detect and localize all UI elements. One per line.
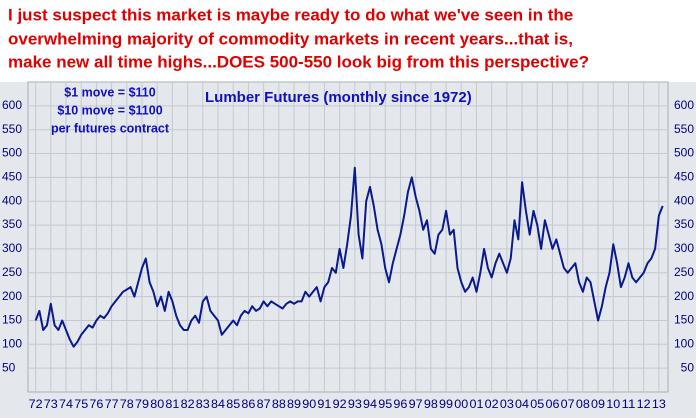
y-tick-label: 50 <box>2 360 16 374</box>
note: $10 move = $1100 <box>57 103 162 117</box>
y-tick-label: 350 <box>2 217 22 231</box>
x-tick-label: 74 <box>59 397 73 411</box>
x-tick-label: 88 <box>272 397 286 411</box>
y-tick-label: 100 <box>2 336 22 350</box>
x-tick-label: 77 <box>105 397 119 411</box>
x-tick-label: 95 <box>378 397 392 411</box>
y-tick-label-right: 350 <box>674 217 694 231</box>
y-tick-label-right: 50 <box>681 360 695 374</box>
y-tick-label: 550 <box>2 122 22 136</box>
x-tick-label: 02 <box>485 397 499 411</box>
y-tick-label: 400 <box>2 193 22 207</box>
x-tick-label: 92 <box>333 397 347 411</box>
y-tick-label: 500 <box>2 146 22 160</box>
price-line <box>34 166 664 348</box>
x-tick-label: 10 <box>606 397 620 411</box>
x-tick-label: 79 <box>135 397 149 411</box>
x-tick-label: 97 <box>409 397 423 411</box>
y-tick-label: 600 <box>2 98 22 112</box>
x-tick-label: 80 <box>150 397 164 411</box>
headline: make new all time highs...DOES 500-550 l… <box>8 52 589 71</box>
x-tick-label: 96 <box>393 397 407 411</box>
x-tick-label: 01 <box>469 397 483 411</box>
x-tick-label: 87 <box>257 397 271 411</box>
y-tick-label-right: 400 <box>674 193 694 207</box>
x-tick-label: 93 <box>348 397 362 411</box>
x-tick-label: 13 <box>652 397 666 411</box>
y-tick-label-right: 450 <box>674 170 694 184</box>
x-tick-label: 73 <box>44 397 58 411</box>
x-tick-label: 81 <box>165 397 179 411</box>
note: per futures contract <box>51 121 170 135</box>
y-tick-label-right: 550 <box>674 122 694 136</box>
x-tick-label: 09 <box>591 397 605 411</box>
x-tick-label: 11 <box>621 397 635 411</box>
x-tick-label: 94 <box>363 397 377 411</box>
x-tick-label: 89 <box>287 397 301 411</box>
x-tick-label: 84 <box>211 397 225 411</box>
y-tick-label-right: 200 <box>674 289 694 303</box>
x-tick-label: 12 <box>637 397 651 411</box>
y-tick-label: 150 <box>2 313 22 327</box>
header-background <box>0 0 696 82</box>
y-tick-label: 300 <box>2 241 22 255</box>
y-tick-label: 200 <box>2 289 22 303</box>
x-tick-label: 08 <box>576 397 590 411</box>
chart-title: Lumber Futures (monthly since 1972) <box>205 89 472 106</box>
y-tick-label: 250 <box>2 265 22 279</box>
x-tick-label: 04 <box>515 397 529 411</box>
y-tick-label-right: 100 <box>674 336 694 350</box>
x-tick-label: 86 <box>241 397 255 411</box>
x-tick-label: 06 <box>545 397 559 411</box>
y-tick-label-right: 300 <box>674 241 694 255</box>
x-tick-label: 85 <box>226 397 240 411</box>
y-tick-label: 450 <box>2 170 22 184</box>
x-tick-label: 76 <box>89 397 103 411</box>
y-tick-label-right: 600 <box>674 98 694 112</box>
x-tick-label: 98 <box>424 397 438 411</box>
x-tick-label: 00 <box>454 397 468 411</box>
x-tick-label: 99 <box>439 397 453 411</box>
y-tick-label-right: 250 <box>674 265 694 279</box>
x-tick-label: 03 <box>500 397 514 411</box>
headline: overwhelming majority of commodity marke… <box>8 29 573 48</box>
x-tick-label: 78 <box>120 397 134 411</box>
x-tick-label: 91 <box>317 397 331 411</box>
y-tick-label-right: 150 <box>674 313 694 327</box>
x-tick-label: 05 <box>530 397 544 411</box>
headline: I just suspect this market is maybe read… <box>8 5 573 24</box>
x-tick-label: 07 <box>561 397 575 411</box>
x-tick-label: 75 <box>74 397 88 411</box>
x-tick-label: 90 <box>302 397 316 411</box>
y-tick-label-right: 500 <box>674 146 694 160</box>
x-tick-label: 82 <box>181 397 195 411</box>
note: $1 move = $110 <box>64 85 155 99</box>
x-tick-label: 72 <box>29 397 43 411</box>
x-tick-label: 83 <box>196 397 210 411</box>
